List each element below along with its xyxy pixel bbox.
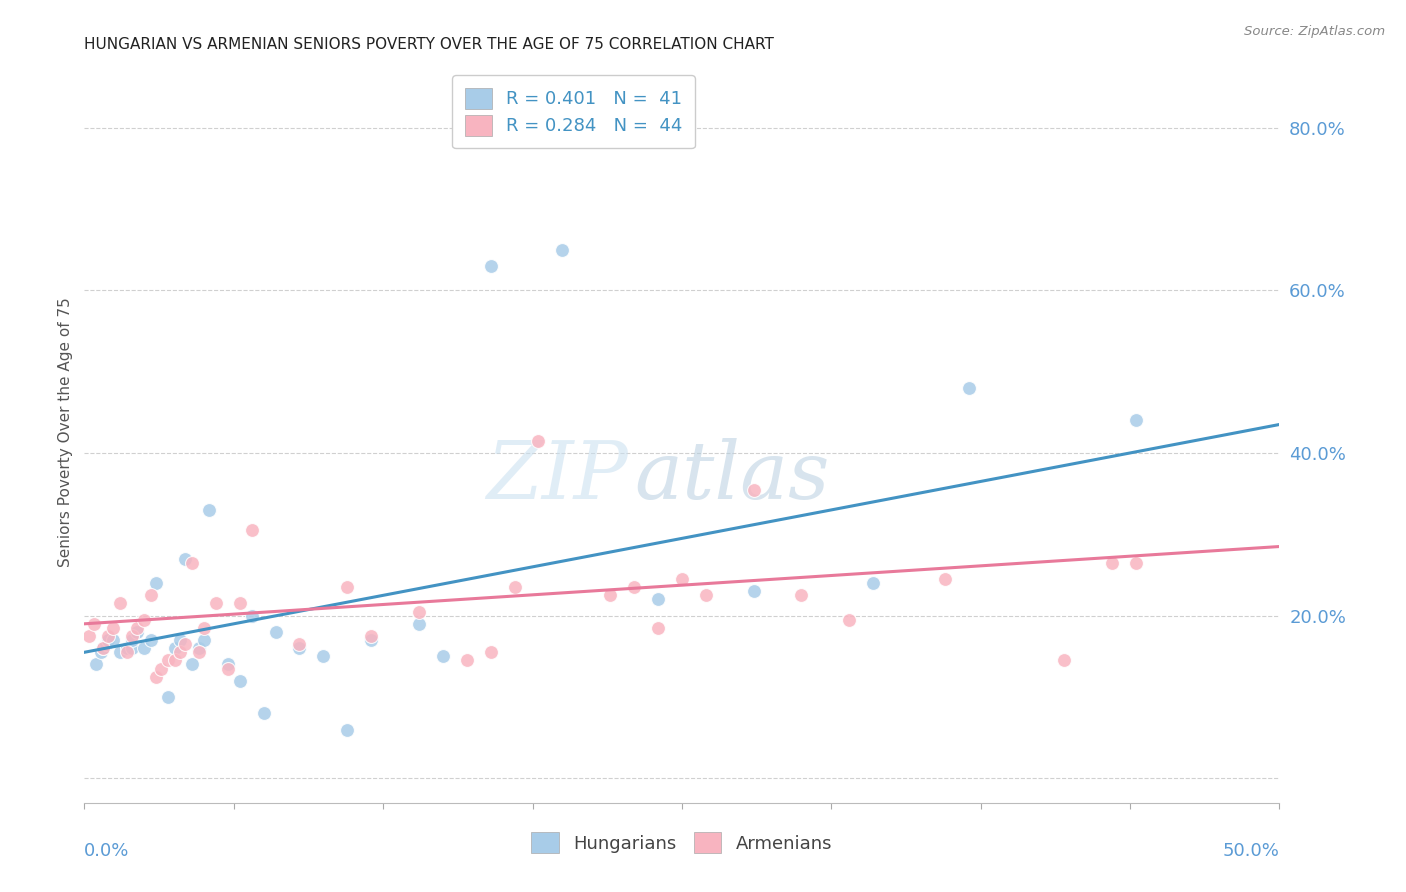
Point (188, 645, 211, 659)
Text: ZIP: ZIP (486, 438, 628, 516)
Text: 0.0%: 0.0% (84, 842, 129, 860)
Legend: Hungarians, Armenians: Hungarians, Armenians (524, 825, 839, 861)
Point (157, 690, 180, 704)
Point (93, 641, 115, 656)
Point (193, 633, 215, 648)
Point (86, 657, 108, 672)
Point (479, 645, 502, 659)
Point (181, 657, 204, 672)
Point (503, 580, 526, 594)
Point (125, 621, 148, 635)
Point (165, 641, 187, 656)
Point (527, 434, 550, 448)
Point (790, 588, 813, 602)
Point (97, 633, 120, 648)
Point (132, 641, 156, 656)
Point (101, 633, 124, 648)
Point (742, 483, 765, 497)
Point (101, 621, 124, 635)
Point (336, 723, 359, 737)
Point (121, 641, 143, 656)
Point (229, 597, 252, 611)
Point (360, 633, 382, 648)
Point (623, 580, 645, 594)
Point (145, 576, 167, 591)
Point (408, 616, 430, 631)
Point (599, 588, 621, 602)
Point (288, 641, 311, 656)
Point (647, 592, 669, 607)
Point (264, 624, 287, 639)
Point (94, 637, 117, 651)
Point (456, 653, 478, 667)
Text: atlas: atlas (634, 438, 830, 516)
Point (121, 629, 143, 643)
Point (934, 572, 956, 586)
Point (93, 641, 115, 656)
Point (165, 653, 187, 667)
Point (149, 662, 172, 676)
Point (229, 673, 252, 688)
Point (957, 381, 980, 395)
Point (157, 653, 180, 667)
Point (193, 621, 215, 635)
Point (217, 657, 239, 672)
Point (145, 670, 167, 684)
Point (288, 637, 311, 651)
Point (1101, 556, 1123, 570)
Point (117, 641, 139, 656)
Point (169, 645, 191, 659)
Text: HUNGARIAN VS ARMENIAN SENIORS POVERTY OVER THE AGE OF 75 CORRELATION CHART: HUNGARIAN VS ARMENIAN SENIORS POVERTY OV… (84, 37, 775, 52)
Point (141, 588, 163, 602)
Point (360, 629, 382, 643)
Point (169, 633, 191, 648)
Point (671, 572, 693, 586)
Point (838, 613, 860, 627)
Point (742, 584, 765, 599)
Point (110, 645, 132, 659)
Point (77, 629, 100, 643)
Point (83, 616, 105, 631)
Point (336, 580, 359, 594)
Point (217, 662, 239, 676)
Point (141, 633, 163, 648)
Point (125, 624, 148, 639)
Point (97, 633, 120, 648)
Point (1125, 413, 1147, 427)
Point (97, 629, 120, 643)
Point (173, 551, 195, 566)
Point (647, 621, 669, 635)
Point (110, 597, 132, 611)
Point (695, 588, 717, 602)
Point (173, 637, 195, 651)
Y-axis label: Seniors Poverty Over the Age of 75: Seniors Poverty Over the Age of 75 (58, 298, 73, 567)
Point (408, 605, 430, 619)
Point (862, 576, 884, 591)
Point (181, 556, 204, 570)
Point (551, 243, 574, 257)
Point (1125, 556, 1147, 570)
Point (240, 523, 263, 537)
Point (479, 259, 502, 273)
Point (312, 649, 335, 664)
Point (197, 503, 219, 517)
Point (132, 613, 156, 627)
Text: Source: ZipAtlas.com: Source: ZipAtlas.com (1244, 25, 1385, 38)
Point (253, 706, 276, 721)
Point (90, 645, 112, 659)
Point (1053, 653, 1076, 667)
Point (240, 608, 263, 623)
Point (432, 649, 454, 664)
Point (188, 641, 211, 656)
Text: 50.0%: 50.0% (1223, 842, 1279, 860)
Point (121, 633, 143, 648)
Point (205, 597, 228, 611)
Point (117, 645, 139, 659)
